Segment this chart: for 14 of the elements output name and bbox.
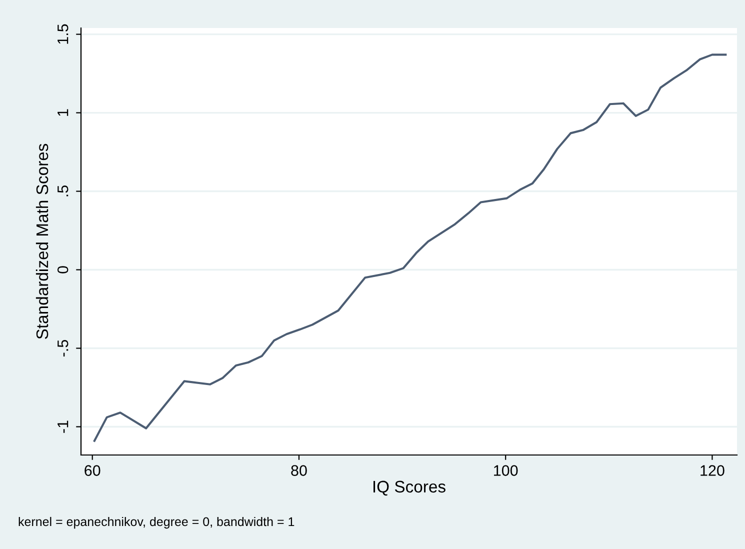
y-tick-label: 0 [57,266,68,274]
y-tick-label: .5 [58,186,68,196]
x-tick-label: 120 [700,465,724,476]
x-axis-title: IQ Scores [373,480,446,496]
y-tick-label: -.5 [58,340,68,356]
x-tick-label: 60 [84,465,100,476]
x-tick-label: 80 [291,465,307,476]
y-tick-label: -1 [58,420,68,433]
text: kernel = epanechnikov, degree = 0, bandwidth = 1 [18,516,294,529]
y-tick-label: 1.5 [58,24,68,44]
y-tick-label: 1 [58,109,68,116]
x-tick-label: 100 [494,465,518,476]
line-series [93,54,727,442]
y-axis-title: Standardized Math Scores [36,144,48,339]
